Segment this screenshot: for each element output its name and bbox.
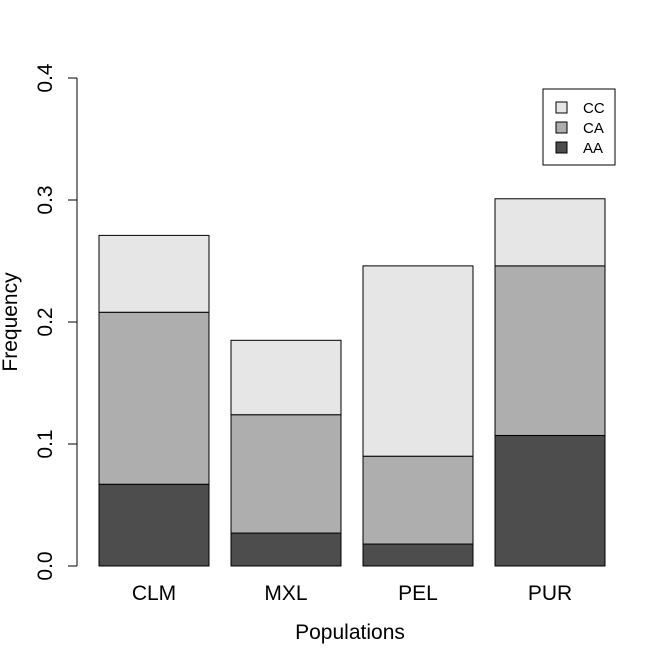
y-axis: 0.0 0.1 0.2 0.3 0.4 (34, 63, 78, 581)
legend-label-aa: AA (583, 140, 603, 157)
y-tick-label: 0.1 (34, 429, 57, 458)
bar-clm-cc (98, 234, 210, 313)
bar-mxl-aa (230, 532, 342, 567)
legend-label-cc: CC (583, 100, 605, 117)
legend: CC CA AA (542, 88, 616, 166)
x-tick-label-mxl: MXL (264, 582, 307, 605)
y-tick-label: 0.2 (34, 307, 57, 336)
bar-pel-aa (362, 543, 474, 567)
y-tick-label: 0.3 (34, 185, 57, 214)
bar-pur-aa (494, 434, 606, 567)
bar-pur-cc (494, 198, 606, 267)
legend-swatch-cc (555, 101, 568, 114)
legend-label-ca: CA (583, 120, 604, 137)
bars-group (98, 198, 606, 567)
bar-clm-aa (98, 483, 210, 567)
bar-clm-ca (98, 311, 210, 485)
y-tick-label: 0.4 (34, 63, 57, 93)
legend-swatch-aa (555, 141, 568, 154)
x-tick-label-clm: CLM (132, 582, 176, 605)
x-axis-labels: CLM MXL PEL PUR (132, 582, 572, 605)
x-tick-label-pel: PEL (398, 582, 438, 605)
y-axis-title: Frequency (0, 272, 22, 372)
bar-pel-cc (362, 265, 474, 457)
bar-pel-ca (362, 455, 474, 545)
bar-mxl-cc (230, 339, 342, 416)
legend-swatch-ca (555, 121, 568, 134)
x-axis-title: Populations (295, 621, 405, 644)
legend-box (542, 88, 616, 166)
bar-mxl-ca (230, 414, 342, 534)
y-tick-label: 0.0 (34, 551, 57, 580)
x-tick-label-pur: PUR (528, 582, 572, 605)
bar-pur-ca (494, 265, 606, 436)
